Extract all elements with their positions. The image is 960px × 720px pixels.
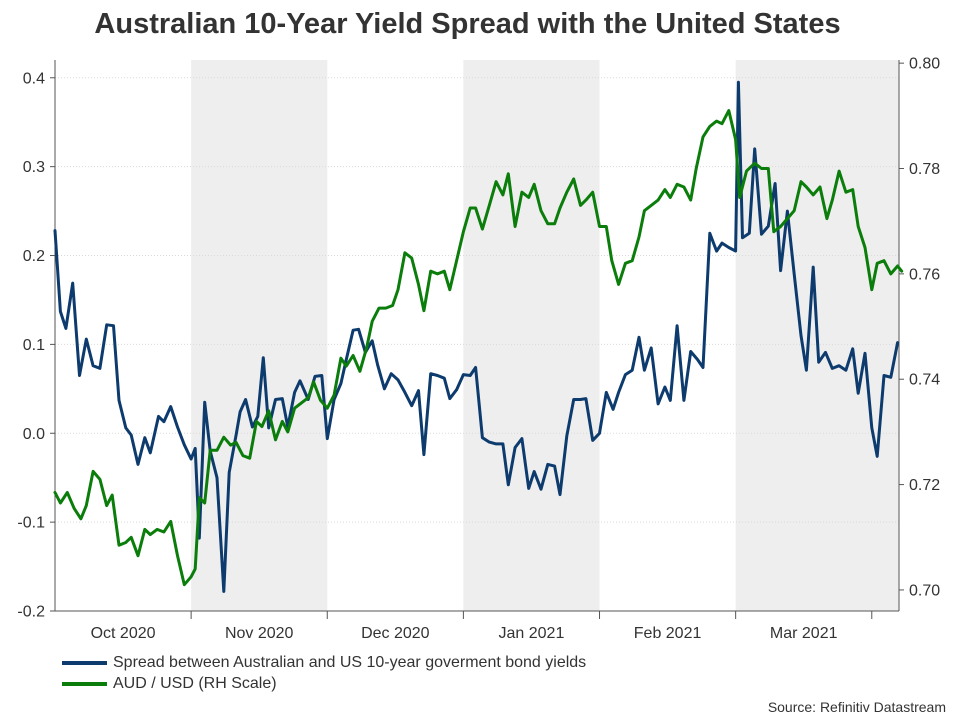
series-lines: [53, 80, 904, 593]
legend-item-spread: Spread between Australian and US 10-year…: [62, 652, 586, 673]
x-tick-label: Mar 2021: [770, 625, 838, 642]
tick-labels: -0.2 -0.1 0.0 0.1 0.2 0.3 0.4 0.70 0.72 0.74 0.76 0…: [17, 56, 940, 642]
left-tick-label: 0.4: [23, 70, 45, 87]
left-tick-label: 0.3: [23, 159, 45, 176]
x-tick-label: Jan 2021: [499, 625, 565, 642]
left-tick-label: 0.1: [23, 337, 45, 354]
shaded-month-0: [191, 60, 328, 611]
shaded-regions: [191, 60, 899, 611]
left-tick-label: -0.1: [17, 515, 45, 532]
legend-label-audusd: AUD / USD (RH Scale): [113, 674, 277, 692]
x-tick-label: Dec 2020: [361, 625, 430, 642]
source-note: Source: Refinitiv Datastream: [767, 699, 946, 715]
right-tick-label: 0.70: [909, 582, 940, 599]
left-tick-label: -0.2: [17, 604, 45, 621]
chart-title: Australian 10-Year Yield Spread with the…: [94, 8, 841, 40]
series-line-audusd: [53, 109, 904, 587]
legend-item-audusd: AUD / USD (RH Scale): [62, 673, 586, 694]
right-tick-label: 0.72: [909, 477, 940, 494]
right-tick-label: 0.80: [909, 56, 940, 73]
legend-label-spread: Spread between Australian and US 10-year…: [113, 653, 587, 671]
legend: Spread between Australian and US 10-year…: [62, 652, 586, 694]
right-tick-label: 0.78: [909, 161, 940, 178]
right-tick-label: 0.74: [909, 372, 940, 389]
legend-swatch-audusd: [62, 681, 107, 686]
axes: [50, 60, 904, 619]
left-tick-label: 0.2: [23, 248, 45, 265]
x-tick-label: Oct 2020: [91, 625, 156, 642]
x-tick-label: Feb 2021: [634, 625, 702, 642]
x-tick-label: Nov 2020: [225, 625, 294, 642]
left-tick-label: 0.0: [23, 426, 45, 443]
legend-swatch-spread: [62, 660, 107, 665]
right-tick-label: 0.76: [909, 266, 940, 283]
shaded-month-1: [463, 60, 600, 611]
